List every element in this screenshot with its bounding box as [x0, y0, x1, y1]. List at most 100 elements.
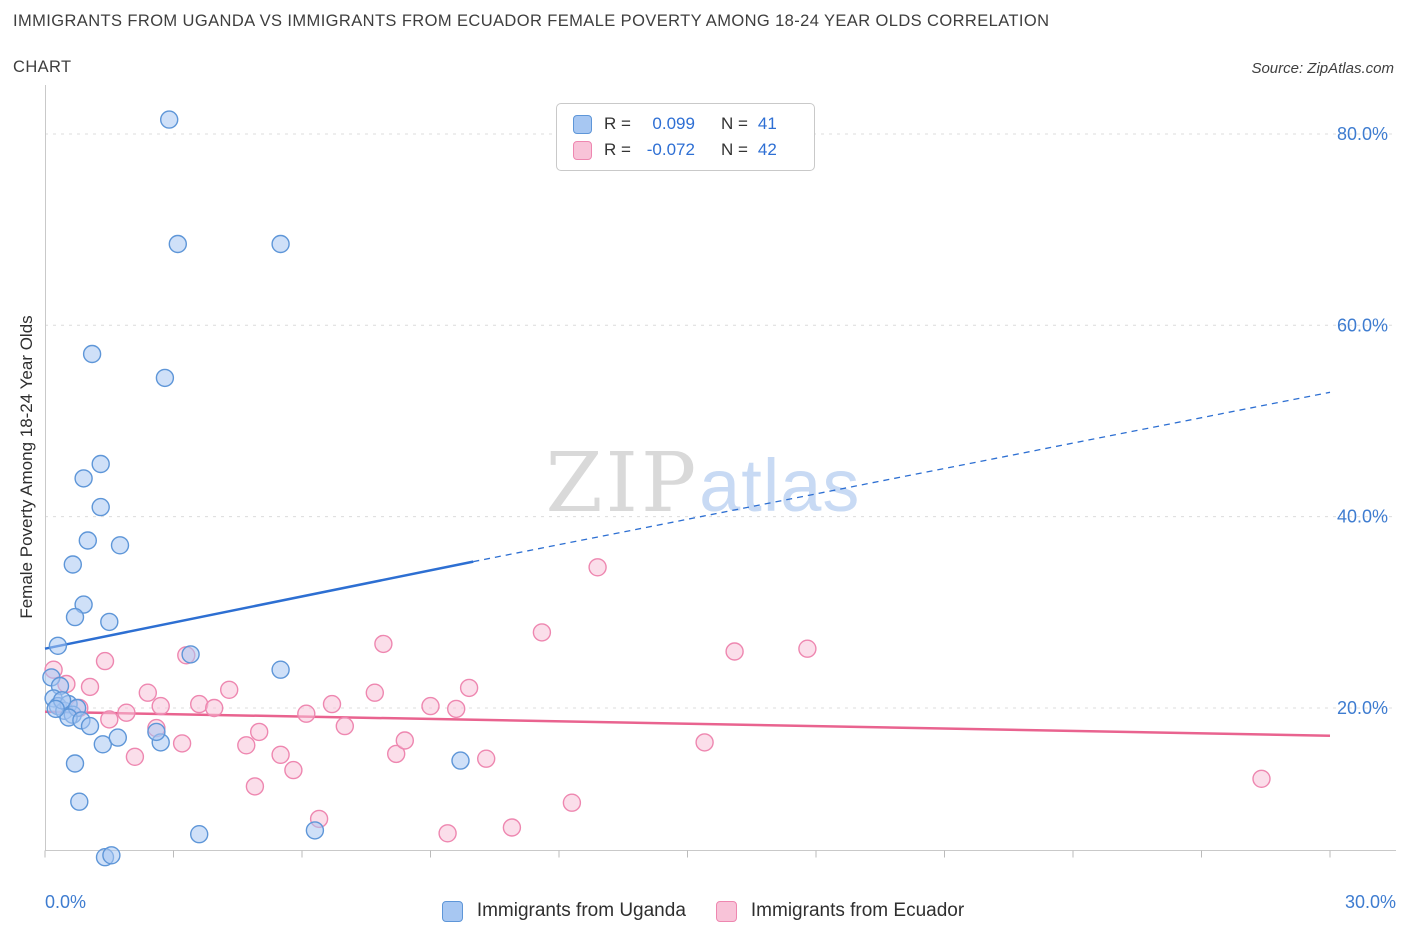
scatter-point-uganda	[70, 792, 89, 811]
trend-line-uganda	[44, 560, 474, 650]
trend-line-dashed-uganda	[473, 391, 1331, 563]
x-tick-label: 0.0%	[45, 892, 86, 912]
uganda-legend-label: Immigrants from Uganda	[476, 900, 686, 921]
scatter-point-uganda	[305, 821, 325, 840]
scatter-point-uganda	[108, 728, 128, 747]
watermark-atlas: atlas	[699, 444, 861, 527]
legend-item-ecuador: Immigrants from Ecuador	[715, 900, 965, 922]
scatter-point-ecuador	[502, 818, 522, 837]
scatter-point-uganda	[100, 612, 119, 632]
source-link[interactable]: Source: ZipAtlas.com	[1251, 60, 1394, 77]
uganda-swatch	[573, 114, 592, 134]
scatter-point-ecuador	[80, 677, 100, 697]
n-label: N =	[720, 140, 748, 159]
chart-subtitle: CHART	[13, 58, 72, 76]
scatter-point-ecuador	[532, 623, 552, 642]
watermark-zip: ZIP	[545, 436, 700, 531]
scatter-point-uganda	[63, 555, 83, 574]
scatter-point-uganda	[91, 497, 110, 517]
scatter-point-ecuador	[365, 683, 384, 702]
scatter-point-uganda	[78, 531, 98, 550]
scatter-point-uganda	[65, 754, 85, 773]
y-tick-label: 20.0%	[1337, 698, 1388, 718]
scatter-point-ecuador	[151, 696, 170, 716]
scatter-point-uganda	[102, 846, 121, 865]
scatter-point-ecuador	[447, 699, 466, 719]
trend-line-ecuador	[44, 710, 1331, 737]
ecuador-legend-label: Immigrants from Ecuador	[750, 900, 965, 921]
r-value-ecuador: -0.072	[646, 140, 695, 159]
y-tick-label: 60.0%	[1337, 315, 1388, 335]
scatter-point-ecuador	[250, 722, 269, 742]
scatter-point-ecuador	[189, 694, 209, 714]
scatter-point-uganda	[451, 751, 470, 770]
scatter-point-ecuador	[438, 824, 457, 843]
scatter-point-ecuador	[1252, 769, 1271, 788]
uganda-legend-swatch	[441, 900, 463, 922]
scatter-point-uganda	[46, 699, 65, 719]
zipatlas-watermark: ZIPatlas	[546, 436, 861, 531]
scatter-point-ecuador	[395, 731, 414, 750]
stats-row-uganda: R = 0.099 N = 41	[573, 114, 798, 134]
scatter-point-uganda	[65, 607, 85, 627]
scatter-point-ecuador	[125, 747, 145, 766]
scatter-point-ecuador	[562, 793, 582, 812]
ecuador-legend-swatch	[715, 900, 737, 922]
r-label: R =	[604, 140, 631, 159]
scatter-point-ecuador	[725, 642, 744, 661]
scatter-point-ecuador	[335, 716, 354, 736]
y-tick-label: 80.0%	[1337, 124, 1388, 144]
r-label: R =	[604, 114, 631, 133]
scatter-point-uganda	[74, 469, 93, 488]
scatter-point-ecuador	[588, 558, 607, 577]
scatter-point-uganda	[168, 234, 188, 254]
scatter-point-ecuador	[477, 749, 496, 768]
scatter-point-uganda	[80, 716, 100, 736]
y-tick-label: 40.0%	[1337, 507, 1388, 527]
scatter-point-uganda	[110, 536, 130, 555]
scatter-point-ecuador	[245, 777, 265, 796]
scatter-point-ecuador	[100, 710, 119, 729]
r-value-uganda: 0.099	[652, 114, 695, 133]
scatter-point-uganda	[147, 722, 166, 742]
n-label: N =	[720, 114, 748, 133]
scatter-point-ecuador	[459, 678, 479, 698]
scatter-point-ecuador	[297, 704, 316, 723]
y-axis-label: Female Poverty Among 18-24 Year Olds	[17, 315, 36, 619]
x-tick-label: 30.0%	[1345, 892, 1396, 912]
scatter-point-ecuador	[271, 745, 290, 764]
scatter-point-uganda	[271, 234, 290, 254]
n-value-uganda: 41	[757, 114, 777, 133]
scatter-point-ecuador	[421, 696, 440, 716]
scatter-point-ecuador	[138, 683, 158, 702]
scatter-point-ecuador	[284, 760, 303, 780]
scatter-point-uganda	[74, 595, 93, 614]
n-value-ecuador: 42	[757, 140, 777, 159]
scatter-point-ecuador	[95, 651, 115, 671]
scatter-point-uganda	[189, 825, 209, 844]
scatter-point-uganda	[93, 735, 113, 754]
scatter-point-ecuador	[219, 680, 239, 699]
scatter-point-uganda	[91, 454, 110, 474]
scatter-point-ecuador	[374, 634, 393, 654]
chart-title: IMMIGRANTS FROM UGANDA VS IMMIGRANTS FRO…	[13, 12, 1050, 30]
ecuador-swatch	[573, 140, 592, 160]
scatter-point-ecuador	[695, 733, 714, 752]
scatter-point-ecuador	[322, 694, 342, 714]
legend-item-uganda: Immigrants from Uganda	[441, 900, 686, 922]
scatter-point-uganda	[48, 636, 68, 655]
scatter-point-ecuador	[237, 736, 256, 755]
scatter-point-uganda	[181, 645, 200, 664]
stats-row-ecuador: R = -0.072 N = 42	[573, 140, 798, 160]
scatter-point-uganda	[159, 110, 179, 129]
scatter-point-ecuador	[172, 734, 192, 753]
scatter-point-ecuador	[204, 698, 224, 718]
scatter-point-uganda	[271, 660, 290, 679]
stats-legend: R = 0.099 N = 41 R = -0.072 N = 42	[556, 103, 815, 171]
scatter-point-uganda	[82, 344, 102, 364]
scatter-point-uganda	[155, 368, 175, 388]
scatter-point-ecuador	[798, 639, 817, 658]
scatter-point-ecuador	[117, 703, 136, 722]
